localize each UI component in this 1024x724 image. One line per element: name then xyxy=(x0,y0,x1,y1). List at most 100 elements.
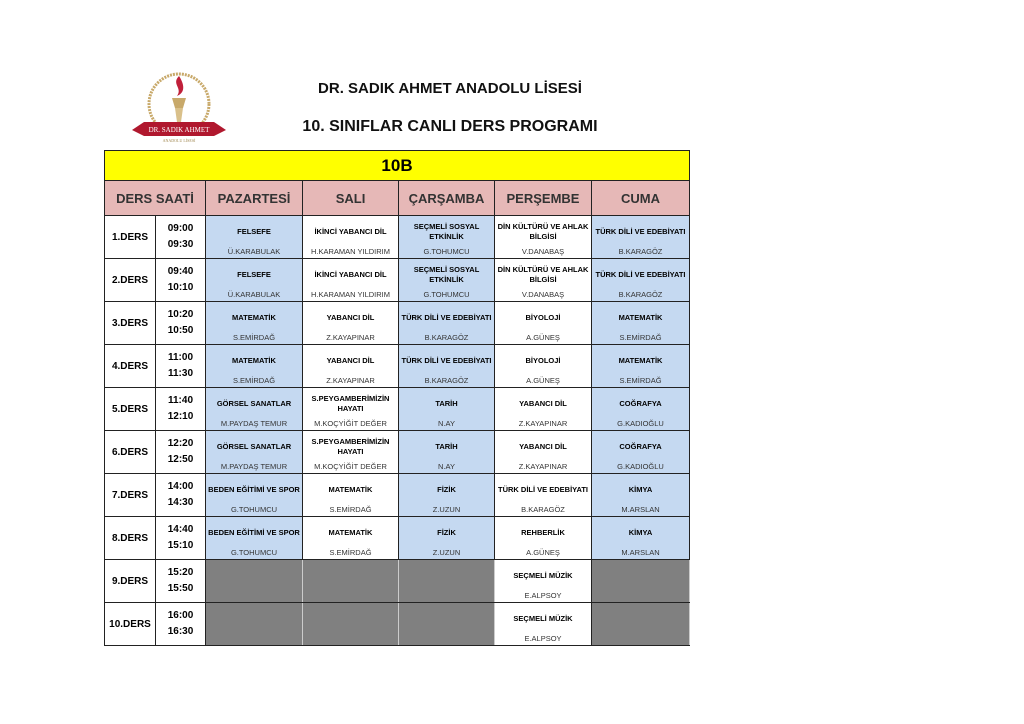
lesson-cell: S.PEYGAMBERİMİZİN HAYATI M.KOÇYİĞİT DEĞER xyxy=(302,430,399,474)
lesson-cell: GÖRSEL SANATLAR M.PAYDAŞ TEMUR xyxy=(205,430,303,474)
empty-cell xyxy=(205,559,303,603)
subject: DİN KÜLTÜRÜ VE AHLAK BİLGİSİ xyxy=(497,265,589,284)
end-time: 11:30 xyxy=(167,368,194,379)
school-name: DR. SADIK AHMET ANADOLU LİSESİ xyxy=(318,80,582,97)
start-time: 11:40 xyxy=(167,395,194,406)
lesson-cell: SEÇMELİ MÜZİK E.ALPSOY xyxy=(494,602,592,646)
subject: TÜRK DİLİ VE EDEBİYATI xyxy=(595,270,686,279)
subject: MATEMATİK xyxy=(232,313,276,322)
subject: SEÇMELİ SOSYAL ETKİNLİK xyxy=(413,265,480,284)
subject: BEDEN EĞİTİMİ VE SPOR xyxy=(208,485,300,494)
schedule-table: 10B DERS SAATİ PAZARTESİ SALI ÇARŞAMBA P… xyxy=(103,150,691,646)
teacher: V.DANABAŞ xyxy=(521,290,565,299)
subject: GÖRSEL SANATLAR xyxy=(216,442,292,451)
lesson-cell: KİMYA M.ARSLAN xyxy=(590,516,691,560)
lesson-cell: MATEMATİK S.EMİRDAĞ xyxy=(590,344,691,388)
subject: SEÇMELİ MÜZİK xyxy=(513,571,573,580)
svg-text:DR. SADIK AHMET: DR. SADIK AHMET xyxy=(149,126,211,134)
subject: TÜRK DİLİ VE EDEBİYATI xyxy=(401,313,492,322)
teacher: A.GÜNEŞ xyxy=(526,333,560,342)
subject: TÜRK DİLİ VE EDEBİYATI xyxy=(497,485,588,494)
teacher: M.ARSLAN xyxy=(621,548,660,557)
header-sali: SALI xyxy=(302,180,399,216)
end-time: 10:10 xyxy=(167,282,194,293)
teacher: N.AY xyxy=(438,462,455,471)
lesson-cell: DİN KÜLTÜRÜ VE AHLAK BİLGİSİ V.DANABAŞ xyxy=(494,258,592,302)
empty-cell xyxy=(590,559,691,603)
lesson-time: 09:00 09:30 xyxy=(155,215,206,259)
subject: BİYOLOJİ xyxy=(525,313,561,322)
subject: YABANCI DİL xyxy=(326,356,375,365)
end-time: 14:30 xyxy=(167,497,194,508)
lesson-time: 14:00 14:30 xyxy=(155,473,206,517)
lesson-cell: SEÇMELİ SOSYAL ETKİNLİK G.TOHUMCU xyxy=(398,215,495,259)
lesson-cell: YABANCI DİL Z.KAYAPINAR xyxy=(494,387,592,431)
end-time: 10:50 xyxy=(167,325,194,336)
teacher: G.TOHUMCU xyxy=(423,290,470,299)
subject: BİYOLOJİ xyxy=(525,356,561,365)
lesson-cell: BEDEN EĞİTİMİ VE SPOR G.TOHUMCU xyxy=(205,473,303,517)
table-row: 7.DERS 14:00 14:30 BEDEN EĞİTİMİ VE SPOR G.… xyxy=(104,473,691,517)
table-row: 2.DERS 09:40 10:10 FELSEFE Ü.KARABULAK İKİNC… xyxy=(104,258,691,302)
teacher: Ü.KARABULAK xyxy=(227,290,281,299)
lesson-cell: GÖRSEL SANATLAR M.PAYDAŞ TEMUR xyxy=(205,387,303,431)
lesson-time: 14:40 15:10 xyxy=(155,516,206,560)
lesson-cell: İKİNCİ YABANCI DİL H.KARAMAN YILDIRIM xyxy=(302,258,399,302)
teacher: Z.KAYAPINAR xyxy=(518,419,568,428)
lesson-cell: MATEMATİK S.EMİRDAĞ xyxy=(205,301,303,345)
subject: BEDEN EĞİTİMİ VE SPOR xyxy=(208,528,300,537)
lesson-cell: YABANCI DİL Z.KAYAPINAR xyxy=(302,344,399,388)
lesson-cell: TARİH N.AY xyxy=(398,430,495,474)
header-carsamba: ÇARŞAMBA xyxy=(398,180,495,216)
teacher: B.KARAGÖZ xyxy=(618,247,663,256)
start-time: 15:20 xyxy=(167,567,194,578)
subject: YABANCI DİL xyxy=(519,399,567,408)
lesson-cell: REHBERLİK A.GÜNEŞ xyxy=(494,516,592,560)
subject: YABANCI DİL xyxy=(326,313,375,322)
lesson-cell: TÜRK DİLİ VE EDEBİYATI B.KARAGÖZ xyxy=(590,215,691,259)
lesson-cell: MATEMATİK S.EMİRDAĞ xyxy=(302,516,399,560)
lesson-cell: FİZİK Z.UZUN xyxy=(398,516,495,560)
subject: TARİH xyxy=(435,399,458,408)
subject: FELSEFE xyxy=(237,270,271,279)
lesson-time: 16:00 16:30 xyxy=(155,602,206,646)
subject: TARİH xyxy=(435,442,458,451)
teacher: N.AY xyxy=(438,419,455,428)
end-time: 12:50 xyxy=(167,454,194,465)
lesson-cell: S.PEYGAMBERİMİZİN HAYATI M.KOÇYİĞİT DEĞER xyxy=(302,387,399,431)
lesson-cell: SEÇMELİ SOSYAL ETKİNLİK G.TOHUMCU xyxy=(398,258,495,302)
page-title: 10. SINIFLAR CANLI DERS PROGRAMI xyxy=(302,118,598,135)
end-time: 09:30 xyxy=(167,239,194,250)
subject: DİN KÜLTÜRÜ VE AHLAK BİLGİSİ xyxy=(497,222,589,241)
school-logo: DR. SADIK AHMET ANADOLU LİSESİ xyxy=(132,72,226,143)
subject: GÖRSEL SANATLAR xyxy=(216,399,292,408)
teacher: M.KOÇYİĞİT DEĞER xyxy=(314,419,387,428)
subject: KİMYA xyxy=(628,485,653,494)
subject: MATEMATİK xyxy=(328,485,373,494)
lesson-number: 3.DERS xyxy=(104,301,156,345)
teacher: B.KARAGÖZ xyxy=(424,376,469,385)
teacher: M.PAYDAŞ TEMUR xyxy=(220,462,288,471)
teacher: E.ALPSOY xyxy=(524,591,562,600)
teacher: H.KARAMAN YILDIRIM xyxy=(310,290,391,299)
lesson-cell: COĞRAFYA G.KADIOĞLU xyxy=(590,387,691,431)
subject: İKİNCİ YABANCI DİL xyxy=(314,227,387,236)
lesson-cell: TÜRK DİLİ VE EDEBİYATI B.KARAGÖZ xyxy=(398,301,495,345)
teacher: Z.KAYAPINAR xyxy=(326,333,375,342)
teacher: G.TOHUMCU xyxy=(230,548,278,557)
lesson-cell: COĞRAFYA G.KADIOĞLU xyxy=(590,430,691,474)
teacher: A.GÜNEŞ xyxy=(526,376,560,385)
lesson-time: 10:20 10:50 xyxy=(155,301,206,345)
teacher: S.EMİRDAĞ xyxy=(232,333,276,342)
lesson-cell: FİZİK Z.UZUN xyxy=(398,473,495,517)
teacher: B.KARAGÖZ xyxy=(521,505,565,514)
header-cuma: CUMA xyxy=(590,180,691,216)
lesson-cell: YABANCI DİL Z.KAYAPINAR xyxy=(302,301,399,345)
teacher: A.GÜNEŞ xyxy=(526,548,560,557)
lesson-cell: FELSEFE Ü.KARABULAK xyxy=(205,215,303,259)
table-row: 10.DERS 16:00 16:30 SEÇMELİ MÜZİK E.ALPSOY xyxy=(104,602,691,646)
empty-cell xyxy=(302,559,399,603)
subject: TÜRK DİLİ VE EDEBİYATI xyxy=(401,356,492,365)
teacher: Z.KAYAPINAR xyxy=(326,376,375,385)
end-time: 15:50 xyxy=(167,583,194,594)
